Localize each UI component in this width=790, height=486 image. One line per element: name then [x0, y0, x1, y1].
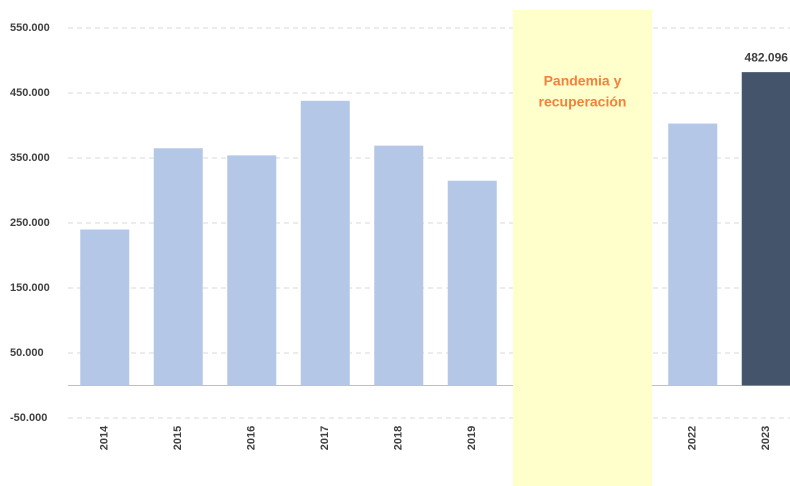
bar — [374, 145, 424, 386]
bar — [153, 148, 203, 386]
annotation-band — [513, 10, 652, 486]
x-tick-label: 2014 — [99, 425, 111, 450]
x-tick-label: 2017 — [319, 426, 331, 450]
y-tick-label: 450.000 — [10, 87, 50, 99]
x-tick-label: 2019 — [466, 426, 478, 450]
annotation-text: recuperación — [539, 94, 627, 110]
y-tick-label: 150.000 — [10, 282, 50, 294]
bar — [741, 72, 790, 386]
bar — [80, 229, 130, 386]
value-label: 482.096 — [745, 50, 789, 64]
x-tick-label: 2015 — [172, 426, 184, 450]
annotation-text: Pandemia y — [544, 73, 622, 89]
x-tick-label: 2016 — [246, 426, 258, 450]
y-tick-label: 250.000 — [10, 217, 50, 229]
y-tick-label: 350.000 — [10, 152, 50, 164]
y-tick-label: -50.000 — [10, 412, 47, 424]
y-tick-label: 50.000 — [10, 347, 44, 359]
bar — [447, 180, 497, 386]
x-tick-label: 2022 — [687, 426, 699, 450]
y-tick-label: 550.000 — [10, 22, 50, 34]
x-tick-label: 2023 — [760, 426, 772, 450]
bar — [227, 155, 277, 386]
bar — [300, 100, 350, 386]
x-tick-label: 2018 — [393, 426, 405, 450]
bar — [668, 123, 718, 386]
